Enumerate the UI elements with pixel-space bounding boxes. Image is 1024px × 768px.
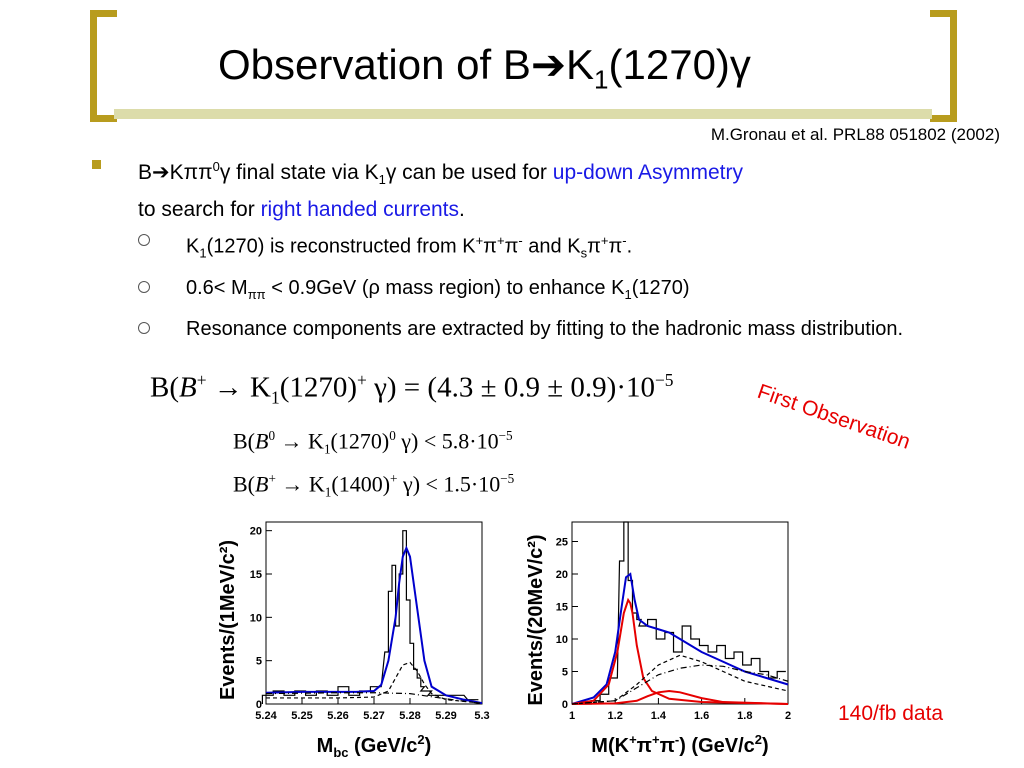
highlight-up-down-asymmetry: up-down Asymmetry: [552, 161, 743, 184]
plot2-frame: [571, 521, 789, 705]
plot2-xtick-label: 2: [785, 710, 791, 722]
plot2-xtick-label: 1.6: [694, 710, 709, 722]
plot2-series-5: [571, 664, 789, 705]
sub-bullet-mass-region: 0.6< Mππ < 0.9GeV (ρ mass region) to enh…: [138, 273, 988, 310]
plot1-xtick-label: 5.25: [291, 710, 312, 722]
plot1-series-1: [265, 545, 483, 705]
plot1-ytick-label: 5: [256, 656, 262, 668]
citation: M.Gronau et al. PRL88 051802 (2002): [710, 125, 1000, 144]
main-bullet: B➔Kππ0γ final state via K1γ can be used …: [138, 159, 743, 222]
bullet-square-icon: [92, 160, 101, 169]
sub-bullet-list: K1(1270) is reconstructed from K+π+π- an…: [138, 226, 988, 348]
equation-b-plus-k1-1270: B(B+ → K1(1270)+ γ) = (4.3 ± 0.9 ± 0.9)·…: [150, 370, 674, 408]
plot2-xtick-label: 1: [569, 710, 575, 722]
sub-bullet-resonance: Resonance components are extracted by fi…: [138, 314, 988, 344]
data-luminosity-label: 140/fb data: [838, 702, 944, 725]
plot2-xtick-label: 1.4: [651, 710, 667, 722]
first-observation-label: First Observation: [754, 380, 914, 454]
plot1-xtick-label: 5.26: [327, 710, 348, 722]
plot1-ytick-label: 15: [250, 569, 262, 581]
plot1-xtick-label: 5.27: [363, 710, 384, 722]
plot1-ytick-label: 0: [256, 699, 262, 711]
plot2-ytick-label: 5: [562, 667, 568, 679]
plot2-series-3: [571, 689, 789, 705]
plot1-frame: [265, 521, 483, 705]
equation-b-zero-k1-1270: B(B0 → K1(1270)0 γ) < 5.8·10−5: [233, 428, 513, 457]
plot1-xtick-label: 5.3: [474, 710, 489, 722]
plot1-series-3: [265, 692, 483, 705]
plot1-xlabel: Mbc (GeV/c2): [317, 732, 432, 760]
title-underline: [114, 109, 932, 119]
plot2-series-1: [571, 572, 789, 705]
plot2-series-0: [574, 521, 786, 705]
hollow-circle-bullet-icon: [138, 280, 150, 293]
plot2-ytick-label: 10: [556, 634, 568, 646]
sub-bullet-reconstruction: K1(1270) is reconstructed from K+π+π- an…: [138, 226, 988, 269]
plot2-xtick-label: 1.2: [608, 710, 623, 722]
hollow-circle-bullet-icon: [138, 321, 150, 334]
plot1-xtick-label: 5.29: [435, 710, 456, 722]
plot2-series-4: [571, 654, 789, 705]
slide-title: Observation of B➔K1(1270)γ: [218, 41, 751, 95]
plot2-ytick-label: 20: [556, 569, 568, 581]
plot1-ytick-label: 20: [250, 526, 262, 538]
mbc-distribution-plot: 5.24 5.25 5.26 5.27 5.28 5.29 5.3 0 5 10 15 20 Even…: [217, 521, 490, 760]
plot1-ylabel: Events/(1MeV/c²): [217, 540, 239, 700]
plot2-ytick-label: 25: [556, 537, 568, 549]
plot1-series-0: [261, 530, 479, 704]
plot2-ylabel: Events/(20MeV/c²): [525, 534, 547, 705]
plot2-xlabel: M(K+π+π-) (GeV/c2): [591, 732, 768, 757]
plot2-ytick-label: 0: [562, 699, 568, 711]
plot1-xtick-label: 5.24: [255, 710, 277, 722]
plot2-series-2: [571, 597, 789, 705]
plot1-ytick-label: 10: [250, 612, 262, 624]
equation-b-plus-k1-1400: B(B+ → K1(1400)+ γ) < 1.5·10−5: [233, 471, 515, 500]
plot2-xtick-label: 1.8: [737, 710, 752, 722]
right-bracket-decoration: [930, 10, 957, 122]
plot1-xtick-label: 5.28: [399, 710, 420, 722]
highlight-right-handed-currents: right handed currents: [260, 198, 460, 222]
hollow-circle-bullet-icon: [138, 234, 150, 246]
plot1-series-2: [266, 661, 483, 704]
left-bracket-decoration: [90, 10, 117, 122]
plot2-ytick-label: 15: [556, 602, 568, 614]
